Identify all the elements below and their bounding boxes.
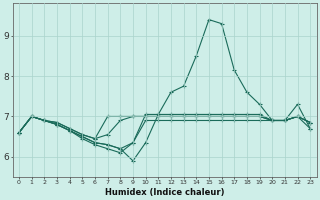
X-axis label: Humidex (Indice chaleur): Humidex (Indice chaleur) (105, 188, 224, 197)
